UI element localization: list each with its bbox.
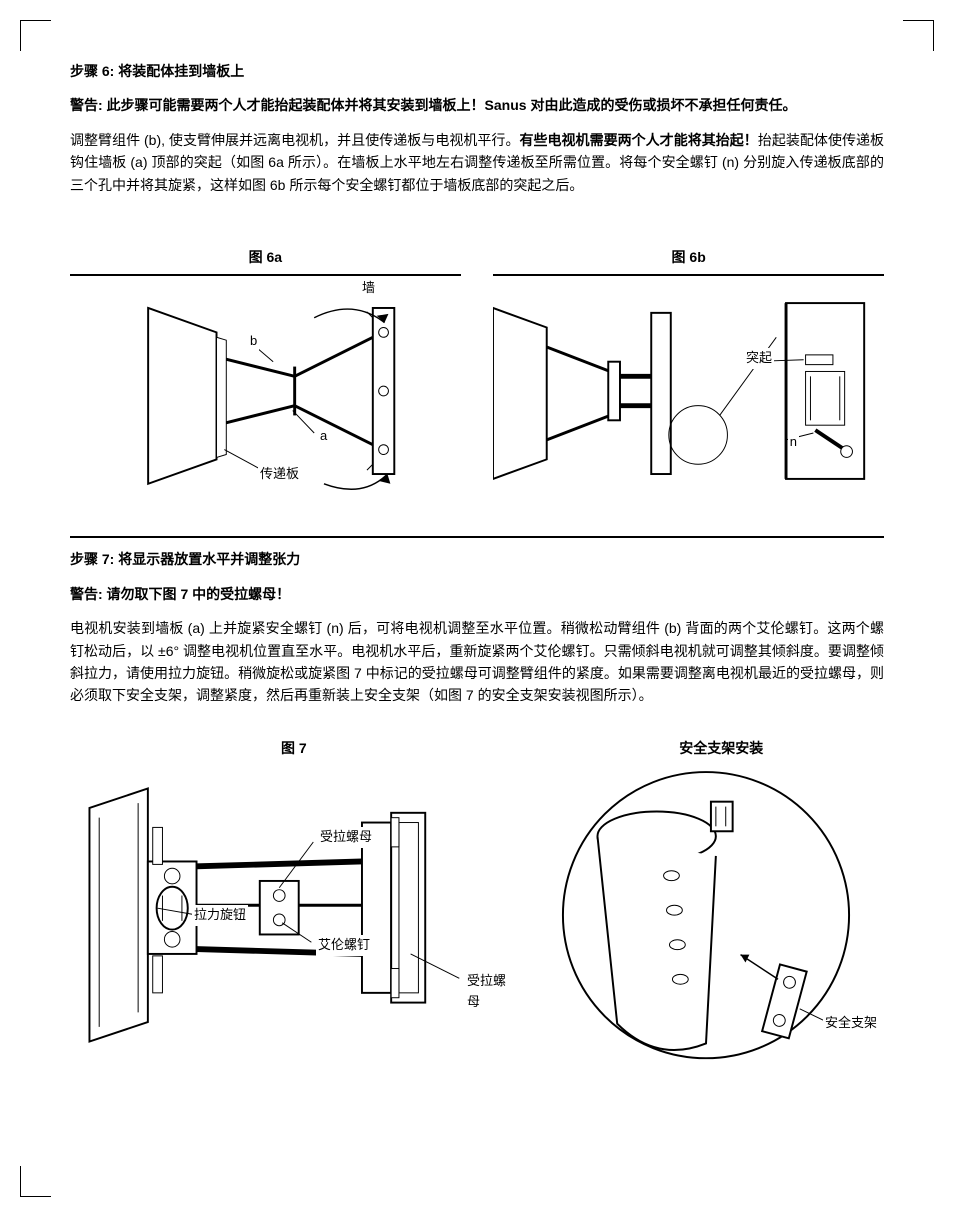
step7-title: 步骤 7: 将显示器放置水平并调整张力 bbox=[70, 548, 884, 570]
figure-7-box: 受拉螺母 拉力旋钮 艾伦螺钉 受拉螺母 bbox=[70, 765, 518, 1065]
label-bump-6b: 突起 bbox=[744, 348, 774, 369]
label-n-6b: n bbox=[788, 432, 799, 453]
figure-6a-box: 墙 b a 传递板 bbox=[70, 274, 461, 506]
figure-6-row: 图 6a bbox=[70, 246, 884, 506]
step6-paragraph: 调整臂组件 (b), 使支臂伸展并远离电视机，并且使传递板与电视机平行。有些电视… bbox=[70, 129, 884, 196]
label-b-6a: b bbox=[248, 331, 259, 352]
label-knob: 拉力旋钮 bbox=[192, 905, 248, 926]
figure-7-svg bbox=[70, 765, 518, 1065]
figure-6a-caption: 图 6a bbox=[70, 246, 461, 268]
figure-7-row: 图 7 bbox=[70, 737, 884, 1085]
figure-6b-box: 突起 n bbox=[493, 274, 884, 506]
figure-safe-svg bbox=[558, 765, 884, 1085]
step7-paragraph: 电视机安装到墙板 (a) 上并旋紧安全螺钉 (n) 后，可将电视机调整至水平位置… bbox=[70, 617, 884, 707]
label-transfer-6a: 传递板 bbox=[258, 464, 301, 485]
crop-mark-tl bbox=[20, 20, 51, 51]
figure-safe-caption: 安全支架安装 bbox=[558, 737, 884, 759]
figure-6b-svg bbox=[493, 276, 884, 506]
crop-mark-tr bbox=[903, 20, 934, 51]
label-allen: 艾伦螺钉 bbox=[316, 935, 372, 956]
step6-para-pre: 调整臂组件 (b), 使支臂伸展并远离电视机，并且使传递板与电视机平行。 bbox=[70, 132, 519, 148]
step6-para-bold: 有些电视机需要两个人才能将其抬起！ bbox=[519, 132, 757, 148]
separator-line bbox=[70, 536, 884, 538]
label-safe-bracket: 安全支架 bbox=[823, 1013, 879, 1034]
figure-6b-caption: 图 6b bbox=[493, 246, 884, 268]
crop-mark-bl bbox=[20, 1166, 51, 1197]
figure-safe: 安全支架安装 bbox=[558, 737, 884, 1085]
label-nut-top: 受拉螺母 bbox=[318, 827, 374, 848]
step6-warning: 警告: 此步骤可能需要两个人才能抬起装配体并将其安装到墙板上！Sanus 对由此… bbox=[70, 94, 884, 116]
step6-title: 步骤 6: 将装配体挂到墙板上 bbox=[70, 60, 884, 82]
figure-safe-box: 安全支架 bbox=[558, 765, 884, 1085]
label-wall-6a: 墙 bbox=[360, 278, 377, 299]
figure-6a: 图 6a bbox=[70, 246, 461, 506]
figure-7: 图 7 bbox=[70, 737, 518, 1085]
figure-7-caption: 图 7 bbox=[70, 737, 518, 759]
step7-warning: 警告: 请勿取下图 7 中的受拉螺母！ bbox=[70, 583, 884, 605]
figure-6b: 图 6b bbox=[493, 246, 884, 506]
label-nut-btm: 受拉螺母 bbox=[465, 971, 518, 1013]
label-a-6a: a bbox=[318, 426, 329, 447]
